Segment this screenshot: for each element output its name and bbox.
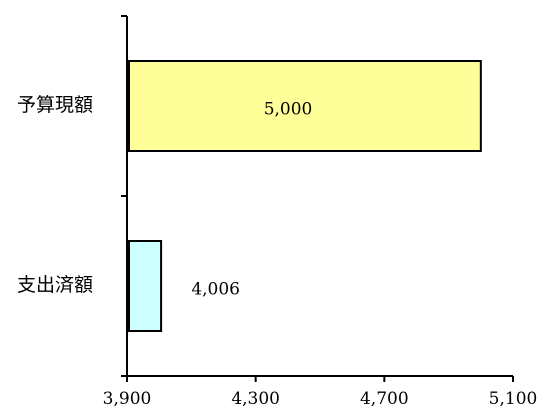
x-tick-label-4: 5,100 [489,389,538,409]
x-tick-label-2: 4,300 [231,389,280,409]
data-label-1: 5,000 [264,100,313,120]
category-label-1: 予算現額 [17,94,93,116]
x-tick-label-3: 4,700 [360,389,409,409]
bar-2 [128,240,163,332]
bar-1 [128,60,482,152]
category-label-2: 支出済額 [17,274,93,296]
data-label-2: 4,006 [191,280,240,300]
x-tick-label-1: 3,900 [103,389,152,409]
